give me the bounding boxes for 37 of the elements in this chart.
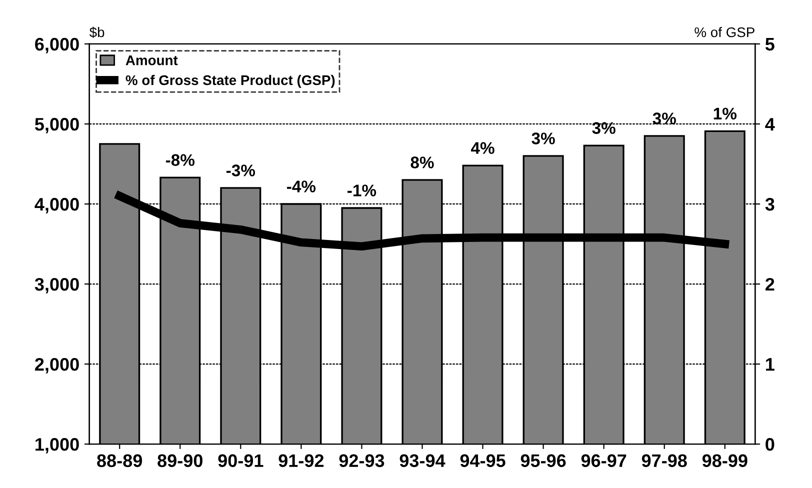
annotation: 3% (652, 112, 676, 124)
y2-tick-label: 1 (766, 358, 774, 371)
y-tick-label: 5,000 (34, 118, 79, 134)
y-tick-label: 6,000 (35, 38, 79, 54)
y2-tick-label: 5 (765, 38, 774, 51)
y-tick-label: 3,000 (34, 278, 79, 294)
y-tick-label: 2,000 (35, 358, 79, 374)
x-tick-label: 94-95 (460, 454, 506, 468)
annotation: -4% (287, 180, 316, 192)
x-tick-label: 91-92 (278, 454, 324, 468)
y2-tick-label: 2 (766, 278, 774, 291)
x-tick-label: 96-97 (581, 454, 626, 468)
annotation: 8% (410, 156, 434, 168)
legend-label: Amount (126, 56, 178, 66)
y-tick-label: 4,000 (34, 198, 79, 214)
annotation: 3% (592, 122, 616, 134)
legend-label: % of Gross State Product (GSP) (126, 74, 335, 88)
x-tick-label: 92-93 (339, 454, 384, 468)
annotation: -3% (226, 164, 256, 176)
x-tick-label: 95-96 (520, 454, 566, 468)
x-tick-label: 90-91 (218, 454, 264, 468)
x-tick-label: 98-99 (702, 454, 748, 468)
annotation: -8% (166, 154, 194, 166)
annotation: 1% (714, 108, 736, 120)
y2-tick-label: 3 (765, 198, 774, 211)
annotation: 4% (470, 142, 494, 154)
x-tick-label: 88-89 (97, 454, 142, 468)
y-axis-title: $b (89, 26, 104, 38)
y2-tick-label: 4 (765, 118, 775, 130)
y2-axis-title: % of GSP (694, 26, 754, 38)
y-tick-label: 1,000 (36, 438, 79, 454)
annotation: 3% (532, 132, 555, 144)
annotation: -1% (348, 184, 376, 196)
x-tick-label: 97-98 (642, 454, 687, 468)
x-tick-label: 89-90 (158, 454, 202, 468)
x-tick-label: 93-94 (400, 454, 446, 468)
y2-tick-label: 0 (766, 438, 774, 451)
